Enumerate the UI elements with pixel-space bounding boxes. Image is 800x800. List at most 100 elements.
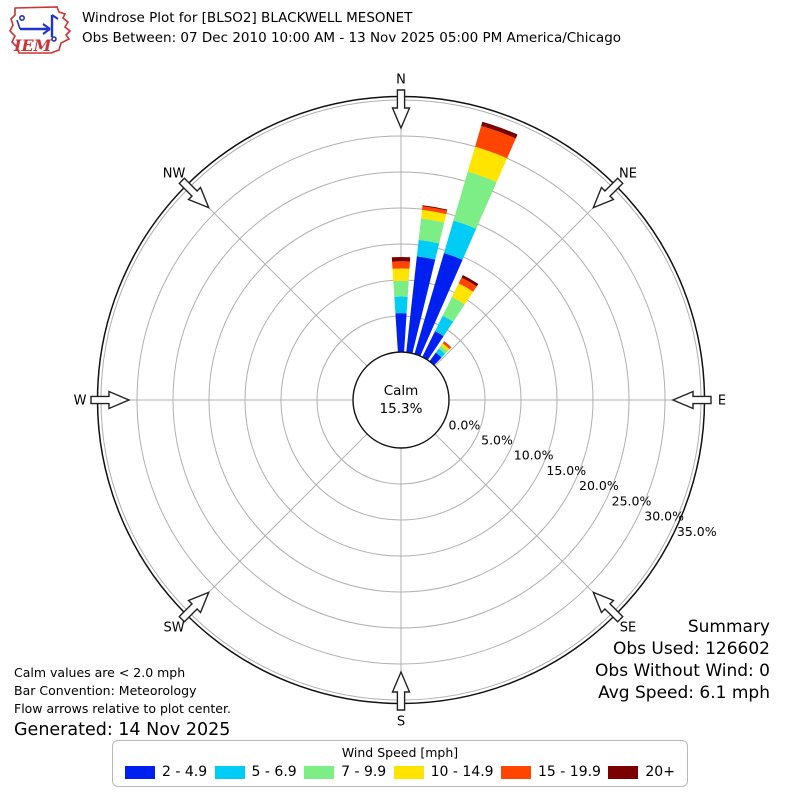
- wind-bar-segment: [392, 268, 410, 281]
- grid-ring: [136, 135, 666, 665]
- page-subtitle: Obs Between: 07 Dec 2010 10:00 AM - 13 N…: [82, 30, 622, 46]
- legend-label: 20+: [645, 764, 675, 780]
- footnote-calm: Calm values are < 2.0 mph: [14, 665, 186, 680]
- wind-bar-segment: [467, 146, 508, 182]
- wind-bar-segment: [438, 345, 448, 354]
- summary-obs-without-wind: Obs Without Wind: 0: [595, 661, 770, 681]
- iem-logo-text: IEM: [13, 36, 53, 55]
- anemometer-icon: [16, 14, 59, 42]
- grid-ring: [172, 171, 630, 629]
- footnote-arrows: Flow arrows relative to plot center.: [14, 701, 231, 716]
- page-title: Windrose Plot for [BLSO2] BLACKWELL MESO…: [82, 10, 413, 26]
- spoke: [188, 187, 368, 367]
- spoke: [188, 433, 368, 613]
- compass-arrow-icon: [178, 177, 210, 209]
- compass-label-nw: NW: [163, 167, 186, 182]
- legend-items: 2 - 4.9 5 - 6.9 7 - 9.9 10 - 14.9 15 - 19.9 2…: [121, 764, 679, 780]
- wind-bar-segment: [440, 343, 450, 352]
- wind-bar-segment: [395, 313, 407, 353]
- wind-bar-segment: [481, 121, 518, 139]
- footnote-convention: Bar Convention: Meteorology: [14, 683, 197, 698]
- summary-title: Summary: [687, 617, 770, 637]
- header: Windrose Plot for [BLSO2] BLACKWELL MESO…: [82, 8, 621, 48]
- compass-arrow-icon: [90, 390, 131, 410]
- calm-label: Calm: [384, 383, 419, 399]
- legend-box: Wind Speed [mph] 2 - 4.9 5 - 6.9 7 - 9.9 10…: [112, 740, 688, 787]
- compass-label-n: N: [396, 73, 406, 88]
- calm-circle: [352, 351, 450, 449]
- summary-obs-used: Obs Used: 126602: [612, 639, 770, 659]
- wind-bar-segment: [421, 206, 448, 215]
- compass-arrow-icon: [592, 591, 624, 623]
- legend-swatch: [304, 765, 335, 779]
- ring-tick-label: 20.0%: [579, 478, 619, 493]
- ring-tick-label: 30.0%: [644, 509, 684, 524]
- ring-tick-label: 35.0%: [677, 524, 717, 539]
- legend-item: 20+: [608, 764, 675, 780]
- wind-bar-segment: [392, 261, 410, 269]
- grid-ring: [244, 243, 558, 557]
- wind-bar-segment: [422, 331, 444, 361]
- wind-bar-segment: [458, 277, 477, 292]
- legend-title: Wind Speed [mph]: [341, 745, 459, 760]
- legend-swatch: [125, 765, 155, 779]
- ring-tick-label: 10.0%: [514, 448, 554, 463]
- wind-bar-segment: [422, 205, 448, 211]
- wind-bar-segment: [451, 283, 474, 305]
- compass-label-s: S: [397, 715, 405, 730]
- footnotes-block: Calm values are < 2.0 mph Bar Convention…: [14, 664, 231, 741]
- wind-bar-segment: [461, 274, 479, 287]
- generated-timestamp: Generated: 14 Nov 2025: [14, 720, 231, 740]
- wind-bar-segment: [414, 253, 463, 357]
- wind-bar-segment: [453, 171, 497, 229]
- legend-item: 7 - 9.9: [304, 764, 386, 780]
- spoke: [434, 187, 614, 367]
- legend-label: 7 - 9.9: [341, 764, 387, 780]
- wind-bar-segment: [416, 239, 440, 260]
- summary-block: Summary Obs Used: 126602 Obs Without Win…: [595, 616, 770, 704]
- iem-logo: IEM: [9, 6, 72, 55]
- spoke: [434, 433, 614, 613]
- ring-tick-label: 25.0%: [612, 493, 652, 508]
- wind-bar-segment: [475, 125, 516, 159]
- summary-avg-speed: Avg Speed: 6.1 mph: [598, 683, 770, 703]
- compass-label-ne: NE: [619, 167, 637, 182]
- wind-bar-segment: [421, 209, 447, 223]
- compass-label-sw: SW: [163, 620, 184, 635]
- compass-arrow-icon: [391, 89, 411, 130]
- compass-label-se: SE: [620, 620, 636, 635]
- legend-swatch: [608, 765, 639, 779]
- legend-item: 2 - 4.9: [125, 764, 207, 780]
- wind-bar-segment: [435, 315, 454, 337]
- legend-swatch: [501, 765, 532, 779]
- compass-arrow-icon: [671, 390, 712, 410]
- ring-tick-label: 0.0%: [449, 417, 481, 432]
- compass-arrow-icon: [592, 177, 624, 209]
- grid-ring: [208, 207, 594, 593]
- wind-bar-segment: [443, 341, 452, 348]
- wind-bar-segment: [418, 218, 445, 244]
- legend-swatch: [214, 765, 245, 779]
- wind-bar-segment: [391, 256, 411, 262]
- wind-bar-segment: [429, 352, 442, 366]
- legend-item: 5 - 6.9: [214, 764, 297, 780]
- wind-bar-segment: [442, 296, 465, 322]
- legend-label: 2 - 4.9: [162, 764, 208, 780]
- wind-bar-segment: [394, 296, 408, 314]
- calm-value: 15.3%: [380, 401, 423, 417]
- legend-item: 15 - 19.9: [501, 764, 601, 780]
- wind-bar-segment: [443, 220, 477, 260]
- wind-bar-segment: [435, 348, 446, 358]
- ring-tick-label: 15.0%: [546, 463, 586, 478]
- legend-item: 10 - 14.9: [393, 764, 494, 780]
- legend-label: 5 - 6.9: [251, 764, 297, 780]
- ring-tick-label: 5.0%: [481, 432, 513, 447]
- wind-bar-segment: [393, 280, 409, 297]
- wind-bar-segment: [442, 341, 452, 350]
- legend-label: 10 - 14.9: [430, 764, 494, 780]
- legend-label: 15 - 19.9: [538, 764, 601, 780]
- compass-label-w: W: [74, 394, 87, 409]
- legend-swatch: [393, 765, 424, 779]
- compass-arrow-icon: [178, 591, 210, 623]
